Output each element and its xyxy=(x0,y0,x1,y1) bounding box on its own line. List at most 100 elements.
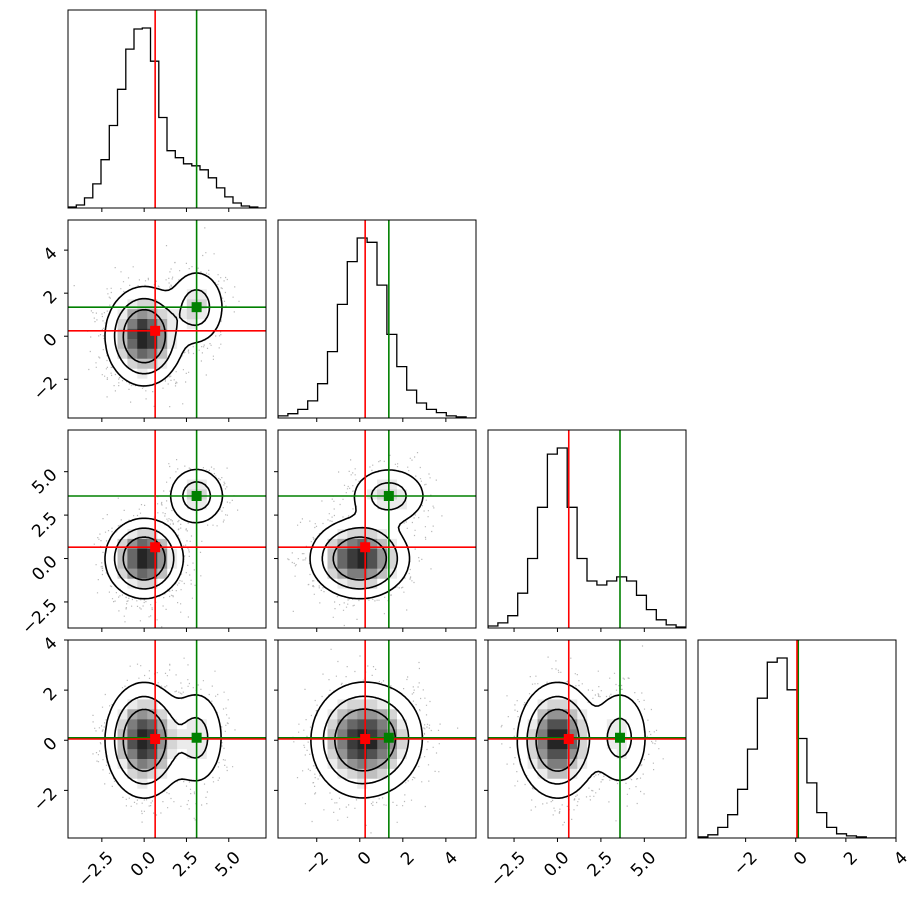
density-shade xyxy=(327,538,388,579)
x-tick-label: 0.0 xyxy=(127,848,160,881)
truth-red-marker xyxy=(150,734,161,744)
truth-green-marker xyxy=(383,732,394,743)
panel-1-1 xyxy=(277,219,477,422)
density-contour-1 xyxy=(321,482,407,590)
density-contour-0 xyxy=(104,272,223,387)
panel-frame xyxy=(487,639,687,839)
histogram-step xyxy=(278,237,476,418)
panel-3-2: −2.5 0.0 2.5 5.0 xyxy=(484,639,687,891)
x-tick-label: 4 xyxy=(440,848,462,870)
truth-green-marker xyxy=(615,732,625,743)
x-tick-label: 0 xyxy=(790,848,812,870)
density-contour-0 xyxy=(104,681,222,799)
x-tick-label: 2.5 xyxy=(169,848,202,881)
y-tick-label: 2.5 xyxy=(28,508,61,541)
y-tick-label: 0.0 xyxy=(28,552,61,585)
density-contour-2 xyxy=(122,536,166,581)
density-contour-2 xyxy=(334,708,397,772)
density-contour-1 xyxy=(526,695,633,785)
y-tick-label: −2 xyxy=(30,373,62,405)
x-tick-label: 2 xyxy=(397,848,419,870)
density-shade xyxy=(527,699,588,759)
truth-red-marker xyxy=(150,542,161,553)
panel-frame xyxy=(277,639,477,839)
panel-content xyxy=(278,220,476,418)
density-shade xyxy=(347,548,358,569)
density-contour-2 xyxy=(122,708,167,772)
panel-content xyxy=(278,430,476,628)
histogram-step xyxy=(698,657,896,838)
truth-green-marker xyxy=(191,732,202,743)
y-tick-label: 0 xyxy=(40,734,62,756)
panel-content xyxy=(68,220,266,418)
x-tick-label: 5.0 xyxy=(627,848,660,881)
y-tick-label: 4 xyxy=(40,244,62,266)
panel-content xyxy=(488,640,686,838)
panel-content xyxy=(278,640,476,838)
x-tick-label: −2.5 xyxy=(487,848,530,891)
truth-red-marker xyxy=(360,542,371,553)
panel-frame xyxy=(67,429,267,629)
density-shade xyxy=(137,548,148,569)
x-tick-label: 5.0 xyxy=(212,848,245,881)
truth-red-marker xyxy=(150,325,161,336)
y-tick-label: 2 xyxy=(40,684,62,706)
x-tick-label: −2.5 xyxy=(75,848,118,891)
panel-2-0: −2.5 0.0 2.5 5.0 xyxy=(18,429,267,639)
density-contour-0 xyxy=(104,468,224,600)
x-tick-label: 0 xyxy=(354,848,376,870)
panel-content xyxy=(68,10,266,208)
panel-content xyxy=(68,430,266,628)
density-contour-0 xyxy=(309,469,424,600)
y-tick-label: −2 xyxy=(30,784,62,816)
x-tick-label: 2 xyxy=(840,848,862,870)
y-tick-label: 0 xyxy=(40,330,62,352)
panel-content xyxy=(68,640,266,838)
y-tick-label: 5.0 xyxy=(28,465,61,498)
density-contour-0 xyxy=(516,681,646,799)
density-contour-2 xyxy=(535,708,580,772)
density-shade xyxy=(347,709,397,769)
panel-3-3: −2 0 2 4 xyxy=(697,639,912,880)
y-tick-label: −2.5 xyxy=(18,595,61,638)
panel-1-0: −2 0 2 4 xyxy=(30,219,267,422)
y-tick-label: 2 xyxy=(40,287,62,309)
x-tick-label: −2 xyxy=(730,848,762,880)
panel-content xyxy=(698,640,896,838)
panel-frame xyxy=(487,429,687,629)
density-contour-1 xyxy=(322,695,410,785)
panel-3-0: −2.5 0.0 2.5 5.0 −2 0 2 4 xyxy=(30,633,267,891)
truth-green-marker xyxy=(383,491,394,501)
truth-red-marker xyxy=(563,734,574,744)
histogram-step xyxy=(68,27,266,208)
density-shade xyxy=(327,709,378,779)
truth-red-marker xyxy=(360,734,371,744)
panel-content xyxy=(488,430,686,628)
panel-0-0 xyxy=(67,9,267,212)
panel-frame xyxy=(67,219,267,419)
x-tick-label: 4 xyxy=(890,848,912,870)
density-shade xyxy=(127,719,158,740)
histogram-step xyxy=(488,447,686,628)
density-shade xyxy=(117,289,207,379)
density-contour-1 xyxy=(113,695,209,785)
density-contour-0 xyxy=(310,681,424,799)
x-tick-label: −2 xyxy=(301,848,333,880)
panel-frame xyxy=(697,639,897,839)
panel-frame xyxy=(67,639,267,839)
density-contour-1 xyxy=(113,481,212,590)
panel-frame xyxy=(277,429,477,629)
density-shade xyxy=(337,538,368,569)
panel-frame xyxy=(67,9,267,209)
density-shade xyxy=(137,328,148,349)
truth-green-marker xyxy=(191,491,202,501)
panel-frame xyxy=(277,219,477,419)
y-tick-label: 4 xyxy=(40,633,62,655)
panel-2-1 xyxy=(274,429,477,632)
panel-3-1: −2 0 2 4 xyxy=(274,639,477,880)
x-tick-label: 2.5 xyxy=(584,848,617,881)
density-shade xyxy=(117,699,207,789)
density-contour-2 xyxy=(122,308,167,364)
